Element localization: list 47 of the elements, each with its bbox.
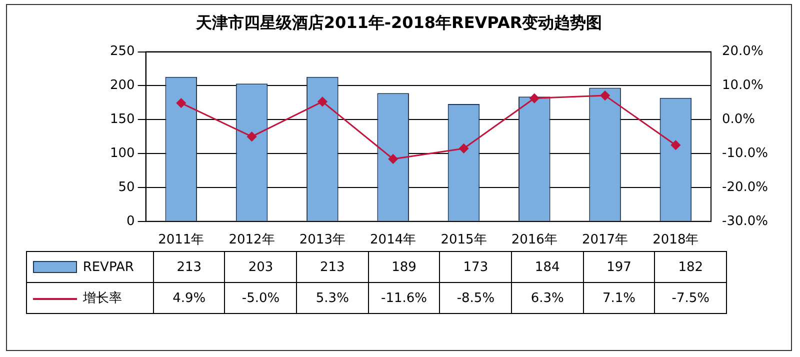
y-tick-label: 150 xyxy=(110,112,135,128)
data-label: 184 xyxy=(512,252,584,283)
x-tick-label: 2018年 xyxy=(652,232,699,248)
data-label: 213 xyxy=(296,252,368,283)
point xyxy=(318,96,328,106)
y2-tick-label: -20.0% xyxy=(722,180,768,195)
data-label: 7.1% xyxy=(583,282,655,314)
x-tick-label: 2012年 xyxy=(228,232,275,248)
data-label: -5.0% xyxy=(224,282,297,314)
y2-tick-label: -10.0% xyxy=(722,146,768,161)
y2-tick-label: 10.0% xyxy=(722,78,764,94)
x-tick-label: 2016年 xyxy=(511,232,558,248)
x-tick-label: 2013年 xyxy=(299,232,346,248)
data-label: 5.3% xyxy=(296,282,368,314)
data-label: 203 xyxy=(224,252,297,283)
x-tick-label: 2014年 xyxy=(370,232,416,248)
y-tick-label: 50 xyxy=(118,180,135,195)
legend-label: 增长率 xyxy=(26,282,154,314)
y-tick-label: 250 xyxy=(110,44,135,60)
point xyxy=(530,94,540,104)
data-label: 6.3% xyxy=(512,282,584,314)
chart-title: 天津市四星级酒店2011年-2018年REVPAR变动趋势图 xyxy=(194,13,604,34)
x-tick-label: 2011年 xyxy=(158,232,204,248)
x-tick-label: 2015年 xyxy=(440,232,487,248)
y-tick-label: 100 xyxy=(110,146,135,161)
data-label: 182 xyxy=(654,252,726,283)
data-label: 189 xyxy=(368,252,440,283)
data-label: 173 xyxy=(440,252,512,283)
point xyxy=(247,132,257,142)
legend-label: REVPAR xyxy=(26,252,154,283)
point xyxy=(176,98,186,108)
y-tick-label: 0 xyxy=(126,214,135,229)
data-label: 197 xyxy=(583,252,655,283)
y2-tick-label: 0.0% xyxy=(722,112,756,128)
data-label: -11.6% xyxy=(368,282,440,314)
data-label: 4.9% xyxy=(153,282,225,314)
point xyxy=(388,154,398,164)
x-tick-label: 2017年 xyxy=(582,232,628,248)
y-tick-label: 200 xyxy=(110,78,135,94)
data-label: 213 xyxy=(153,252,225,283)
point xyxy=(670,140,680,150)
data-label: -7.5% xyxy=(654,282,726,314)
point xyxy=(600,90,610,100)
y2-tick-label: -30.0% xyxy=(722,214,768,229)
y2-tick-label: 20.0% xyxy=(722,44,764,60)
point xyxy=(458,144,468,154)
data-label: -8.5% xyxy=(440,282,512,314)
